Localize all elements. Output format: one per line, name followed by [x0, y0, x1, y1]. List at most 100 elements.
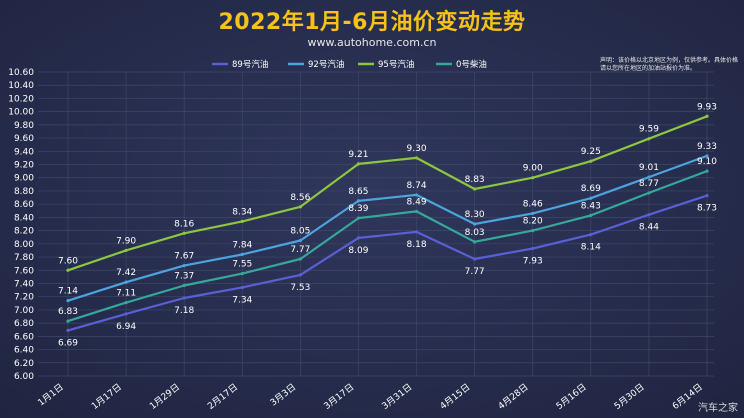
data-point	[705, 114, 709, 118]
data-point	[589, 213, 593, 218]
data-point	[66, 268, 70, 272]
data-point	[182, 231, 186, 235]
data-label: 8.43	[581, 201, 601, 211]
watermark-logo: 汽车之家	[698, 403, 738, 414]
data-point	[473, 187, 477, 191]
data-point	[240, 252, 244, 256]
y-tick-label: 8.20	[14, 227, 34, 237]
data-point	[531, 229, 535, 233]
data-label: 8.56	[290, 193, 310, 203]
data-label: 8.14	[581, 243, 601, 253]
data-label: 8.09	[348, 246, 368, 256]
y-tick-label: 7.80	[14, 253, 34, 263]
legend-label: 92号汽油	[308, 59, 344, 70]
data-label: 7.77	[290, 245, 310, 255]
y-tick-label: 10.00	[8, 108, 34, 118]
y-tick-label: 10.40	[8, 81, 34, 91]
data-label: 8.18	[407, 240, 427, 250]
x-tick-label: 4月15日	[438, 382, 473, 412]
data-point	[589, 196, 593, 200]
series-line	[67, 154, 708, 302]
y-tick-label: 7.00	[14, 306, 34, 316]
data-point	[66, 319, 70, 323]
data-point	[647, 191, 651, 195]
data-point	[298, 205, 302, 209]
y-tick-label: 8.60	[14, 200, 34, 210]
y-tick-label: 8.40	[14, 213, 34, 223]
data-point	[647, 137, 651, 141]
data-label: 7.67	[174, 252, 194, 262]
data-point	[182, 264, 186, 268]
data-label: 7.34	[232, 295, 252, 305]
data-label: 7.93	[523, 256, 543, 266]
data-point	[124, 312, 128, 316]
y-tick-label: 10.60	[8, 68, 34, 78]
data-label: 7.60	[58, 256, 78, 266]
data-label: 9.10	[697, 157, 717, 167]
y-tick-label: 6.20	[14, 359, 34, 369]
x-tick-label: 3月31日	[380, 382, 415, 412]
data-point	[589, 232, 593, 237]
y-tick-label: 7.20	[14, 293, 34, 303]
data-point	[182, 283, 186, 288]
data-point	[66, 299, 70, 303]
series-line	[67, 194, 708, 332]
y-tick-label: 6.60	[14, 332, 34, 342]
data-point	[298, 273, 302, 277]
data-label: 8.74	[407, 181, 427, 191]
data-label: 8.77	[639, 179, 659, 189]
y-tick-label: 6.40	[14, 346, 34, 356]
data-label: 7.18	[174, 306, 194, 316]
y-tick-label: 8.00	[14, 240, 34, 250]
data-label: 7.55	[232, 260, 252, 270]
data-label: 8.03	[465, 228, 485, 238]
data-label: 8.49	[407, 197, 427, 207]
data-label: 9.21	[348, 150, 368, 160]
data-label: 7.11	[116, 289, 136, 299]
data-label: 9.01	[639, 163, 659, 173]
x-tick-label: 3月3日	[268, 382, 298, 409]
data-label: 8.83	[465, 175, 485, 185]
data-label: 7.77	[465, 267, 485, 277]
x-tick-label: 2月17日	[206, 382, 241, 412]
data-point	[589, 159, 593, 163]
data-label: 8.20	[523, 217, 543, 227]
y-tick-label: 8.80	[14, 187, 34, 197]
data-point	[356, 199, 361, 203]
y-tick-label: 10.20	[8, 94, 34, 104]
y-tick-label: 9.60	[14, 134, 34, 144]
x-tick-label: 3月17日	[322, 382, 357, 412]
data-label: 9.93	[697, 102, 717, 112]
data-label: 8.44	[639, 223, 659, 233]
data-label: 8.73	[697, 204, 717, 214]
y-tick-label: 9.40	[14, 147, 34, 157]
data-point	[531, 246, 535, 251]
data-label: 7.14	[58, 287, 78, 297]
data-label: 8.69	[581, 184, 601, 194]
data-label: 8.39	[348, 204, 368, 214]
data-label: 8.46	[523, 199, 543, 209]
data-label: 9.30	[407, 144, 427, 154]
data-label: 7.42	[116, 268, 136, 278]
data-point	[356, 162, 361, 166]
data-point	[473, 222, 477, 226]
y-tick-label: 9.20	[14, 161, 34, 171]
data-point	[414, 230, 419, 234]
data-label: 7.90	[116, 236, 136, 246]
x-tick-label: 1月29日	[148, 382, 183, 412]
data-label: 8.30	[465, 210, 485, 220]
data-point	[705, 169, 709, 173]
y-tick-label: 6.00	[14, 372, 34, 382]
data-label: 6.69	[58, 338, 78, 348]
data-point	[124, 280, 128, 284]
data-label: 8.34	[232, 207, 252, 217]
data-point	[240, 219, 244, 223]
data-label: 8.05	[290, 227, 310, 237]
x-tick-label: 1月1日	[36, 382, 66, 409]
data-point	[473, 240, 477, 244]
data-label: 7.53	[290, 283, 310, 293]
data-point	[705, 154, 709, 158]
data-point	[647, 175, 651, 179]
data-label: 8.16	[174, 219, 194, 229]
